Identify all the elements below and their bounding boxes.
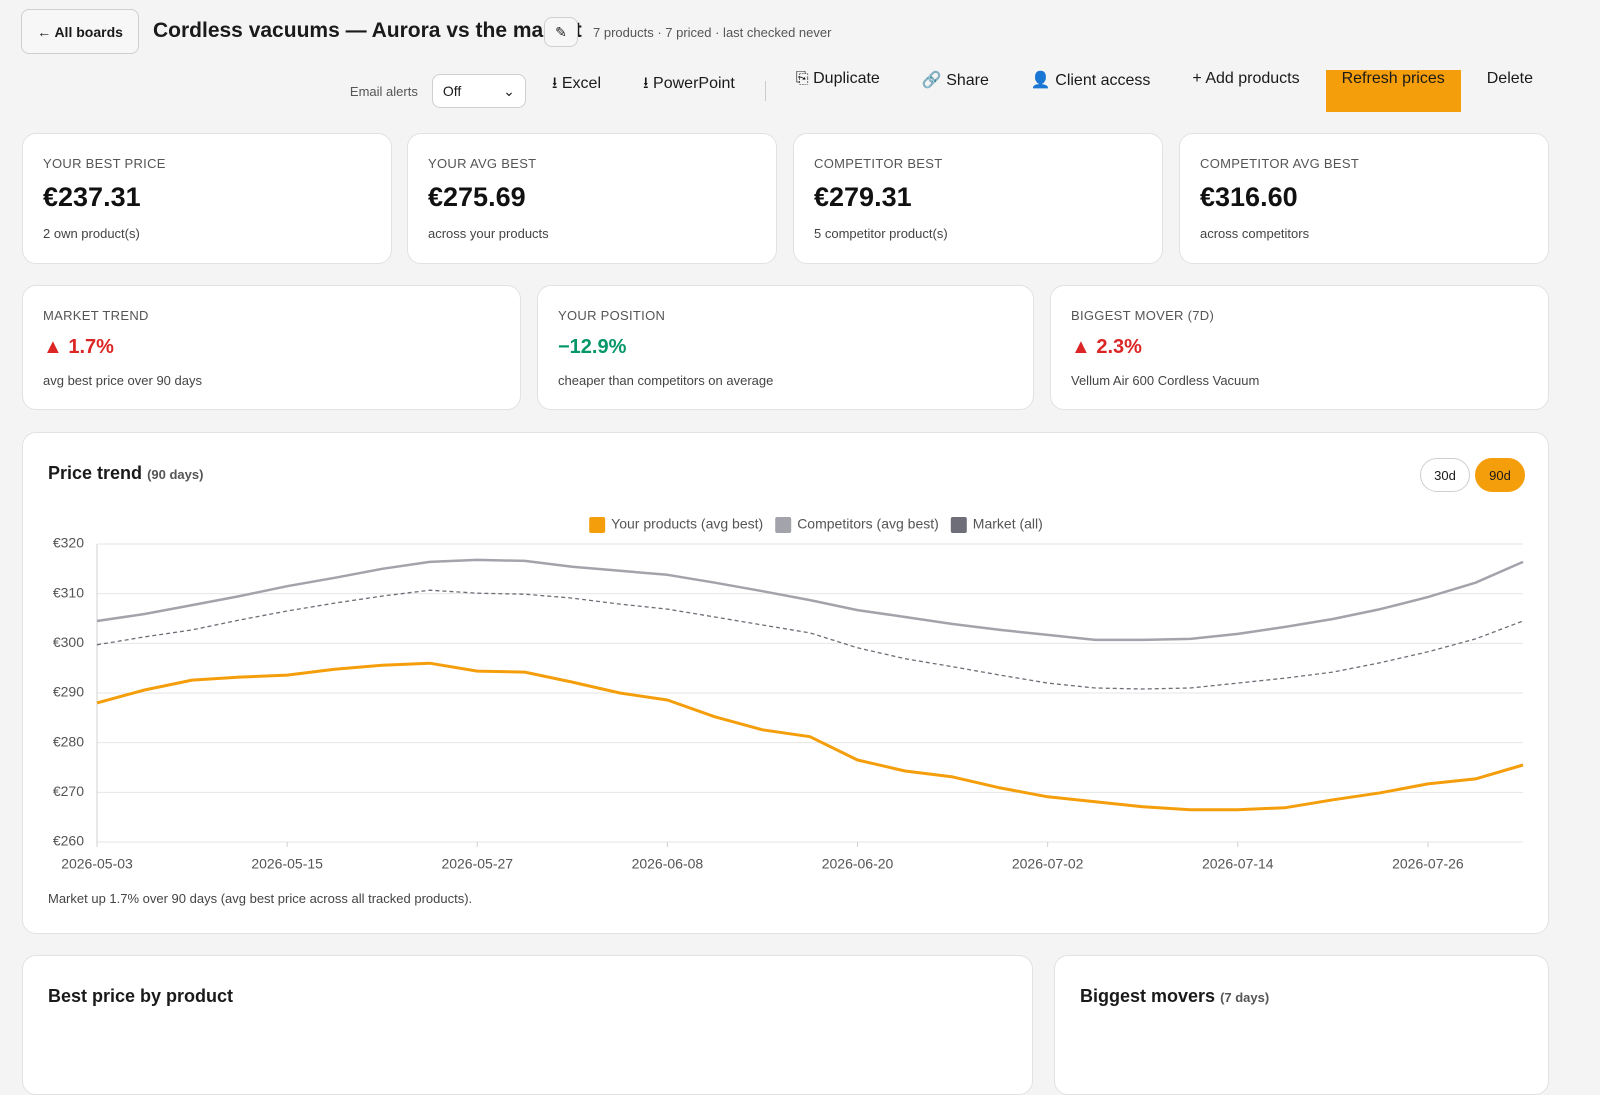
edit-button[interactable]: ✎ xyxy=(544,17,578,47)
toolbar: Email alerts Off ⌄ ⭳ Excel ⭳ PowerPoint ⎘ D… xyxy=(350,70,1549,112)
toolbar-button[interactable]: Refresh prices xyxy=(1325,70,1461,112)
trend-footnote: Market up 1.7% over 90 days (avg best pr… xyxy=(48,891,473,906)
toolbar-button[interactable]: 👤 Client access xyxy=(1030,72,1151,89)
back-button[interactable]: ← All boards xyxy=(21,9,139,54)
card-note: across your products xyxy=(428,226,549,241)
insights-card: MARKET TREND ▲ 1.7% avg best price over 90… xyxy=(22,285,521,410)
board-meta: 7 products · 7 priced · last checked nev… xyxy=(593,25,832,40)
card-note: Vellum Air 600 Cordless Vacuum xyxy=(1071,373,1260,388)
chevron: ⌄ xyxy=(503,82,515,99)
toolbar-button[interactable]: + Add products xyxy=(1192,70,1300,87)
page: ← All boards Cordless vacuums — Aurora v… xyxy=(21,9,1549,1095)
card-value: €275.69 xyxy=(428,182,526,212)
card-label: MARKET TREND xyxy=(43,308,149,323)
trend-subtitle: (90 days) xyxy=(147,467,204,482)
best-price-panel: Best price by product xyxy=(22,955,1033,1095)
stats-card: YOUR AVG BEST €275.69 across your products xyxy=(407,133,777,264)
card-label: YOUR POSITION xyxy=(558,308,666,323)
card-note: avg best price over 90 days xyxy=(43,373,202,388)
trend-title: Price trend (90 days) xyxy=(48,463,203,484)
toolbar-button[interactable]: ⭳ PowerPoint xyxy=(643,75,735,92)
insights-card: YOUR POSITION −12.9% cheaper than competit… xyxy=(537,285,1034,410)
trend-title-text: Price trend xyxy=(48,463,143,483)
card-value: €237.31 xyxy=(43,182,141,212)
card-value: −12.9% xyxy=(558,336,627,358)
insights-card: BIGGEST MOVER (7D) ▲ 2.3% Vellum Air 600 C… xyxy=(1050,285,1549,410)
toolbar-button[interactable]: 🔗 Share xyxy=(921,72,989,89)
panel-title-text: Biggest movers xyxy=(1080,986,1216,1006)
card-note: 2 own product(s) xyxy=(43,226,140,241)
stats-card: COMPETITOR AVG BEST €316.60 across competi… xyxy=(1179,133,1549,264)
stats-card: YOUR BEST PRICE €237.31 2 own product(s) xyxy=(22,133,392,264)
board-title: Cordless vacuums — Aurora vs the market xyxy=(153,19,582,42)
email-label: Email alerts xyxy=(349,83,418,99)
card-label: YOUR BEST PRICE xyxy=(43,156,166,171)
card-value: ▲ 1.7% xyxy=(43,336,114,358)
separator xyxy=(764,81,766,101)
card-value: ▲ 2.3% xyxy=(1071,336,1142,358)
toolbar-button[interactable]: ⎘ Duplicate xyxy=(795,70,880,87)
email-value: Off xyxy=(442,83,462,99)
card-note: across competitors xyxy=(1200,226,1310,241)
toolbar-button[interactable]: ⭳ Excel xyxy=(551,75,601,92)
toolbar-button[interactable]: Delete xyxy=(1486,70,1533,87)
trend-card: Price trend (90 days) 30d 90d Market up … xyxy=(22,432,1549,934)
card-note: 5 competitor product(s) xyxy=(814,226,948,241)
card-note: cheaper than competitors on average xyxy=(558,373,774,388)
panel-subtitle: (7 days) xyxy=(1220,990,1270,1005)
movers-panel: Biggest movers (7 days) xyxy=(1054,955,1549,1095)
card-label: BIGGEST MOVER (7D) xyxy=(1071,308,1215,323)
stats-card: COMPETITOR BEST €279.31 5 competitor produ… xyxy=(793,133,1163,264)
panel-title: Biggest movers (7 days) xyxy=(1080,986,1269,1007)
range-90d[interactable]: 90d xyxy=(1475,458,1525,492)
card-value: €279.31 xyxy=(814,182,912,212)
card-value: €316.60 xyxy=(1200,182,1298,212)
card-label: YOUR AVG BEST xyxy=(428,156,537,171)
range-30d[interactable]: 30d xyxy=(1420,458,1470,492)
card-label: COMPETITOR BEST xyxy=(814,156,943,171)
card-label: COMPETITOR AVG BEST xyxy=(1200,156,1360,171)
email-select[interactable]: Off ⌄ xyxy=(431,74,526,108)
panel-title: Best price by product xyxy=(48,986,234,1006)
